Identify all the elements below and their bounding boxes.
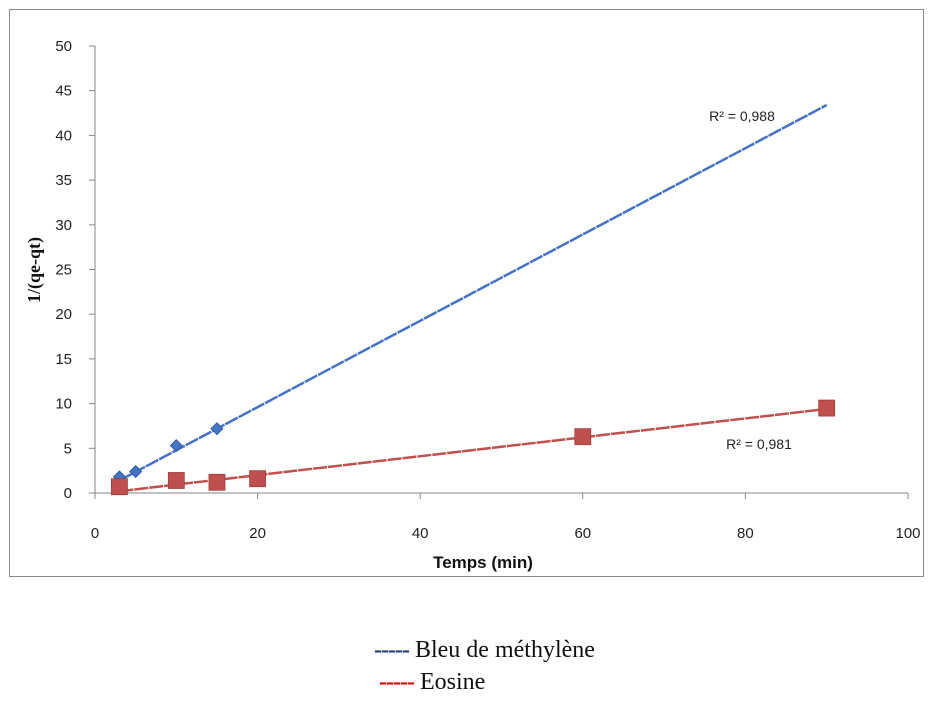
y-tick-label: 30: [55, 217, 72, 234]
y-tick-label: 5: [64, 440, 72, 457]
legend-swatch-bleu: -----: [374, 637, 410, 663]
legend-item-eosine: ----- Eosine: [379, 669, 485, 696]
y-tick-label: 50: [55, 38, 72, 55]
data-point-bleu: [169, 439, 183, 453]
x-tick-label: 60: [574, 525, 591, 542]
y-tick-label: 45: [55, 83, 72, 100]
data-point-bleu: [129, 464, 143, 479]
data-point-eosine: [574, 428, 592, 446]
data-point-eosine: [818, 399, 836, 417]
y-axis-title: 1/(qe-qt): [24, 237, 45, 303]
data-point-eosine: [249, 470, 267, 488]
legend-label-eosine: Eosine: [419, 669, 486, 695]
data-point-eosine: [208, 473, 226, 491]
chart-plot: 0 5 10 15 20 25 30 35 40 45 50 0 20 40 60 80 100 R² = 0,…: [24, 38, 921, 572]
legend-label-bleu: Bleu de méthylène: [414, 637, 595, 663]
marker-layer: [110, 399, 836, 496]
y-tick-label: 35: [55, 172, 72, 189]
r2-label-bleu: R² = 0,988: [709, 108, 775, 124]
x-tick-label: 40: [412, 525, 429, 542]
trendline-layer: [118, 103, 828, 493]
legend-item-bleu: ----- Bleu de méthylène: [374, 637, 595, 664]
x-axis-title: Temps (min): [433, 553, 533, 572]
data-point-eosine: [167, 472, 185, 489]
y-tick-label: 15: [55, 351, 72, 368]
data-point-bleu: [210, 422, 224, 436]
x-tick-label: 100: [895, 525, 920, 542]
y-tick-label: 20: [55, 306, 72, 323]
y-tick-label: 40: [55, 127, 72, 144]
label-layer: R² = 0,988 R² = 0,981: [709, 108, 792, 452]
x-tick-label: 0: [91, 525, 99, 542]
data-point-eosine: [110, 478, 128, 496]
y-tick-label: 0: [64, 485, 72, 502]
r2-label-eosine: R² = 0,981: [726, 436, 792, 452]
y-tick-label: 25: [55, 262, 72, 279]
chart-frame: [9, 9, 924, 577]
axis-layer: 0 5 10 15 20 25 30 35 40 45 50 0 20 40 60 80 100: [55, 38, 920, 542]
trendline-bleu: [118, 103, 828, 482]
y-tick-label: 10: [55, 396, 72, 413]
x-tick-label: 80: [737, 525, 754, 542]
trendline-eosine: [119, 407, 827, 493]
x-tick-label: 20: [249, 525, 266, 542]
legend-swatch-eosine: -----: [379, 669, 415, 695]
